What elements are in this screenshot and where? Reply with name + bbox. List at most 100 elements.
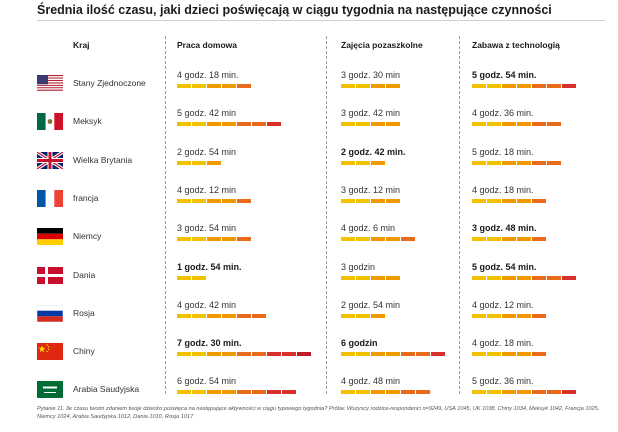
country-label: Chiny [73,346,95,357]
bar-segment [371,198,385,203]
bar-segment [341,122,355,127]
cell-time-label: 2 godz. 54 min [177,146,237,157]
bar-segment [472,160,486,165]
bar-segment [517,84,531,88]
bar-segment [192,160,206,165]
russia-flag-icon [36,304,64,323]
bar-segment [237,352,251,357]
bar-segment [487,313,501,318]
bar-segment [517,313,531,318]
cell-time-label: 5 godz. 18 min. [472,146,534,157]
bar-segment [341,313,355,318]
bar-segment [192,198,206,203]
cell-time-label: 3 godz. 42 min [341,108,401,119]
bar-segment [177,390,191,395]
bar-segment [177,84,191,88]
cell-time-label: 3 godz. 30 min [341,70,401,80]
bar-segment [237,390,251,395]
bar-segment [252,313,266,318]
row-header-country: Kraj [73,40,90,50]
bar-segment [341,160,355,165]
country-label: Dania [73,269,96,280]
bar-segment [237,84,251,88]
bar-segment [532,84,546,88]
bar-segment [502,198,516,203]
bar-segment [207,198,221,203]
column-header-technology: Zabawa z technologią [472,40,560,50]
bar-segment [517,237,531,242]
bar-segment [341,237,355,242]
cell-time-label: 3 godz. 54 min [177,223,237,234]
bar-segment [547,275,561,280]
bar-segment [386,237,400,242]
bar-segment [192,390,206,395]
country-label: francja [73,192,99,203]
country-label: Niemcy [73,231,102,242]
bar-segment [177,237,191,242]
bar-segment [416,390,430,395]
bar-segment [371,160,385,165]
bar-segment [207,84,221,88]
chart-title: Średnia ilość czasu, jaki dzieci poświęc… [37,3,552,17]
bar-segment [386,352,400,357]
bar-segment [502,122,516,127]
bar-segment [386,122,400,127]
column-header-homework: Praca domowa [177,40,237,50]
cell-time-label: 5 godz. 54 min. [472,261,537,272]
bar-segment [356,275,370,280]
bar-segment [487,198,501,203]
bar-segment [472,198,486,203]
bar-segment [177,313,191,318]
bar-segment [371,84,385,88]
bar-segment [547,160,561,165]
bar-segment [502,84,516,88]
country-label: Stany Zjednoczone [73,78,146,88]
bar-segment [472,237,486,242]
bar-segment [356,198,370,203]
bar-segment [487,352,501,357]
bar-segment [356,160,370,165]
bar-segment [341,275,355,280]
denmark-flag-icon [37,266,63,284]
bar-segment [207,237,221,242]
bar-segment [177,198,191,203]
bar-segment [472,390,486,395]
cell-time-label: 4 godz. 18 min. [472,338,534,349]
mexico-flag-icon [37,113,63,131]
bar-segment [472,352,486,357]
cell-time-label: 4 godz. 36 min. [472,108,534,119]
bar-segment [487,390,501,395]
bar-segment [502,352,516,357]
footnote: Pytanie 11. Ile czasu twoim zdaniem twoj… [37,406,600,420]
bar-segment [267,122,281,127]
bar-segment [487,122,501,127]
cell-time-label: 7 godz. 30 min. [177,338,242,349]
bar-segment [547,122,561,127]
bar-segment [532,198,546,203]
bar-segment [237,122,251,127]
uk-flag-icon [36,150,64,171]
bar-segment [487,237,501,242]
bar-segment [252,390,266,395]
bar-segment [177,160,191,165]
bar-segment [562,275,576,280]
bar-segment [401,237,415,242]
cell-time-label: 4 godz. 12 min [177,184,237,195]
cell-time-label: 6 godz. 54 min [177,376,237,387]
bar-segment [341,390,355,395]
bar-segment [177,275,191,280]
bar-segment [532,160,546,165]
bar-segment [431,352,445,357]
bar-segment [517,160,531,165]
bar-segment [532,313,546,318]
bar-segment [502,275,516,280]
cell-time-label: 4 godz. 18 min. [177,70,239,80]
cell-time-label: 2 godz. 54 min [341,299,401,310]
bar-segment [207,352,221,357]
bar-segment [267,390,281,395]
bar-segment [222,390,236,395]
bar-segment [297,352,311,357]
column-header-extracurricular: Zajęcia pozaszkolne [341,40,423,50]
bar-segment [371,122,385,127]
bar-segment [487,275,501,280]
